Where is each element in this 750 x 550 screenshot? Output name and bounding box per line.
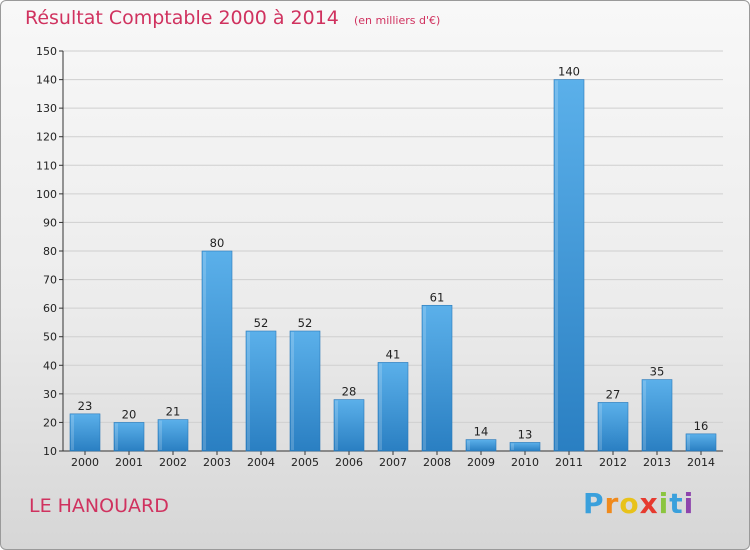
bar-highlight: [599, 403, 602, 450]
y-tick-label: 70: [43, 274, 57, 287]
logo-letter: t: [669, 487, 684, 520]
y-tick-label: 20: [43, 416, 57, 429]
bar-highlight: [423, 306, 426, 450]
y-tick-label: 120: [36, 131, 57, 144]
y-tick-label: 50: [43, 331, 57, 344]
bar: [685, 433, 717, 452]
y-tick-label: 40: [43, 359, 57, 372]
bar-value-label: 23: [78, 399, 93, 413]
grid: [63, 50, 723, 423]
x-tick-label: 2009: [467, 456, 495, 469]
bar-highlight: [115, 423, 118, 450]
bar: [421, 304, 453, 452]
x-tick-label: 2012: [599, 456, 627, 469]
x-tick-label: 2001: [115, 456, 143, 469]
y-tick-label: 140: [36, 74, 57, 87]
logo-letter: o: [619, 487, 640, 520]
bar-value-label: 20: [122, 407, 137, 421]
proxiti-logo: Proxiti: [583, 487, 694, 520]
x-tick-label: 2003: [203, 456, 231, 469]
bar-highlight: [687, 434, 690, 450]
bar: [553, 79, 585, 452]
bar: [509, 442, 541, 452]
bar-highlight: [203, 252, 206, 450]
bar-value-label: 35: [650, 365, 665, 379]
bar-highlight: [555, 80, 558, 451]
bar-highlight: [643, 380, 646, 450]
bar: [289, 330, 321, 452]
x-tick-label: 2006: [335, 456, 363, 469]
bar-value-label: 14: [474, 425, 489, 439]
bar: [597, 402, 629, 452]
bar: [641, 379, 673, 452]
bar: [69, 413, 101, 452]
x-tick-label: 2002: [159, 456, 187, 469]
bar-highlight: [71, 414, 74, 450]
y-tick-label: 10: [43, 445, 57, 458]
bar-value-label: 28: [342, 385, 357, 399]
x-tick-label: 2007: [379, 456, 407, 469]
chart-title: Résultat Comptable 2000 à 2014 (en milli…: [25, 7, 440, 29]
bar-value-label: 140: [558, 65, 580, 79]
bar: [201, 250, 233, 452]
y-tick-label: 80: [43, 245, 57, 258]
logo-letter: i: [683, 487, 695, 520]
x-tick-label: 2014: [687, 456, 715, 469]
y-tick-label: 60: [43, 302, 57, 315]
bar: [465, 439, 497, 452]
bar-value-label: 27: [606, 387, 621, 401]
logo-letter: x: [639, 487, 659, 520]
commune-name: LE HANOUARD: [29, 495, 169, 517]
bar: [157, 419, 189, 452]
labels: 10 20 30 40 50 60 70 80 90 100 110 120 130 140 150 23 20…: [36, 45, 715, 469]
bar-value-label: 16: [694, 419, 709, 433]
bar-highlight: [335, 400, 338, 450]
bar-value-label: 13: [518, 427, 533, 441]
bar: [377, 362, 409, 452]
x-tick-label: 2004: [247, 456, 275, 469]
x-tick-label: 2011: [555, 456, 583, 469]
bar-highlight: [379, 363, 382, 450]
bar-value-label: 41: [386, 347, 401, 361]
logo-letter: r: [604, 487, 620, 520]
bar-highlight: [291, 332, 294, 450]
bar-value-label: 52: [254, 316, 269, 330]
bar: [113, 422, 145, 452]
y-tick-label: 100: [36, 188, 57, 201]
chart-title-text: Résultat Comptable 2000 à 2014: [25, 7, 339, 29]
bar-highlight: [247, 332, 250, 450]
bar-value-label: 52: [298, 316, 313, 330]
logo-letter: i: [658, 487, 670, 520]
y-tick-label: 130: [36, 102, 57, 115]
bar: [245, 330, 277, 452]
chart-unit: (en milliers d'€): [353, 14, 441, 27]
bars: [69, 79, 717, 452]
x-tick-label: 2005: [291, 456, 319, 469]
bar-highlight: [511, 443, 514, 450]
bar-highlight: [467, 440, 470, 450]
bar-value-label: 21: [166, 405, 181, 419]
bar-value-label: 80: [210, 236, 225, 250]
y-tick-label: 150: [36, 45, 57, 58]
x-tick-label: 2000: [71, 456, 99, 469]
logo-letter: P: [583, 487, 605, 520]
bar: [333, 399, 365, 452]
y-tick-label: 90: [43, 216, 57, 229]
y-tick-label: 110: [36, 159, 57, 172]
x-tick-label: 2010: [511, 456, 539, 469]
x-tick-label: 2008: [423, 456, 451, 469]
bar-highlight: [159, 420, 162, 450]
y-tick-label: 30: [43, 388, 57, 401]
bar-value-label: 61: [430, 290, 445, 304]
x-tick-label: 2013: [643, 456, 671, 469]
